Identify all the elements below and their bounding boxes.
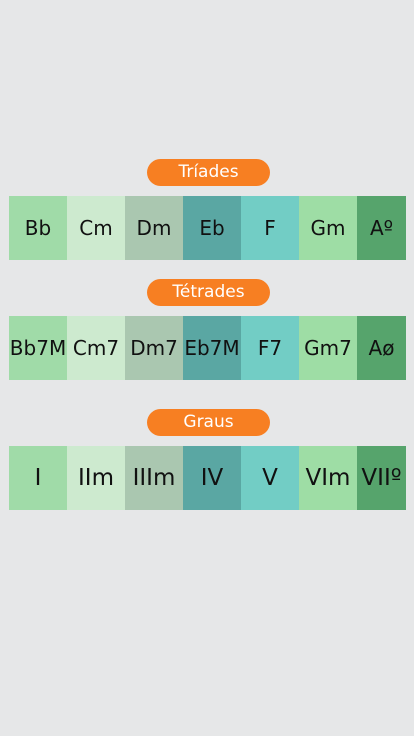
- chord-cell[interactable]: Bb: [9, 196, 67, 260]
- chord-row-triades: Bb Cm Dm Eb F Gm Aº: [9, 196, 406, 260]
- degree-cell[interactable]: IIm: [67, 446, 125, 510]
- section-title-tetrades: Tétrades: [147, 279, 270, 306]
- chord-cell[interactable]: Dm: [125, 196, 183, 260]
- section-title-graus: Graus: [147, 409, 270, 436]
- section-title-triades: Tríades: [147, 159, 270, 186]
- degree-cell[interactable]: I: [9, 446, 67, 510]
- chord-cell[interactable]: Aø: [357, 316, 406, 380]
- chord-cell[interactable]: Gm: [299, 196, 357, 260]
- chord-row-tetrades: Bb7M Cm7 Dm7 Eb7M F7 Gm7 Aø: [9, 316, 406, 380]
- chord-cell[interactable]: Gm7: [299, 316, 357, 380]
- degree-cell[interactable]: VIIº: [357, 446, 406, 510]
- chord-cell[interactable]: Eb7M: [183, 316, 241, 380]
- degree-cell[interactable]: VIm: [299, 446, 357, 510]
- chord-cell[interactable]: Eb: [183, 196, 241, 260]
- chord-cell[interactable]: Cm: [67, 196, 125, 260]
- chord-cell[interactable]: F: [241, 196, 299, 260]
- chord-cell[interactable]: Cm7: [67, 316, 125, 380]
- degree-cell[interactable]: IIIm: [125, 446, 183, 510]
- degree-row-graus: I IIm IIIm IV V VIm VIIº: [9, 446, 406, 510]
- chord-cell[interactable]: F7: [241, 316, 299, 380]
- chord-cell[interactable]: Dm7: [125, 316, 183, 380]
- degree-cell[interactable]: IV: [183, 446, 241, 510]
- chord-cell[interactable]: Bb7M: [9, 316, 67, 380]
- degree-cell[interactable]: V: [241, 446, 299, 510]
- chord-cell[interactable]: Aº: [357, 196, 406, 260]
